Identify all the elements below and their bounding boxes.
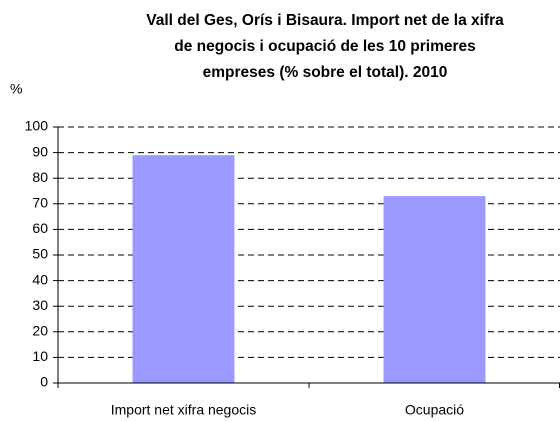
y-tick-label: 10 (32, 348, 48, 364)
bar (383, 196, 486, 383)
x-tick-label: Ocupació (405, 402, 464, 418)
chart-title: Vall del Ges, Orís i Bisaura. Import net… (146, 12, 504, 81)
y-tick-label: 50 (32, 246, 48, 262)
y-tick-label: 70 (32, 195, 48, 211)
y-tick-label: 80 (32, 169, 48, 185)
y-tick-label: 30 (32, 297, 48, 313)
y-axis-label: % (10, 81, 22, 97)
x-tick-label: Import net xifra negocis (111, 402, 257, 418)
y-tick-label: 100 (25, 118, 49, 134)
bar (132, 155, 235, 383)
y-tick-label: 90 (32, 143, 48, 159)
y-tick-label: 0 (40, 374, 48, 390)
y-tick-label: 40 (32, 271, 48, 287)
y-tick-label: 20 (32, 323, 48, 339)
y-tick-label: 60 (32, 220, 48, 236)
